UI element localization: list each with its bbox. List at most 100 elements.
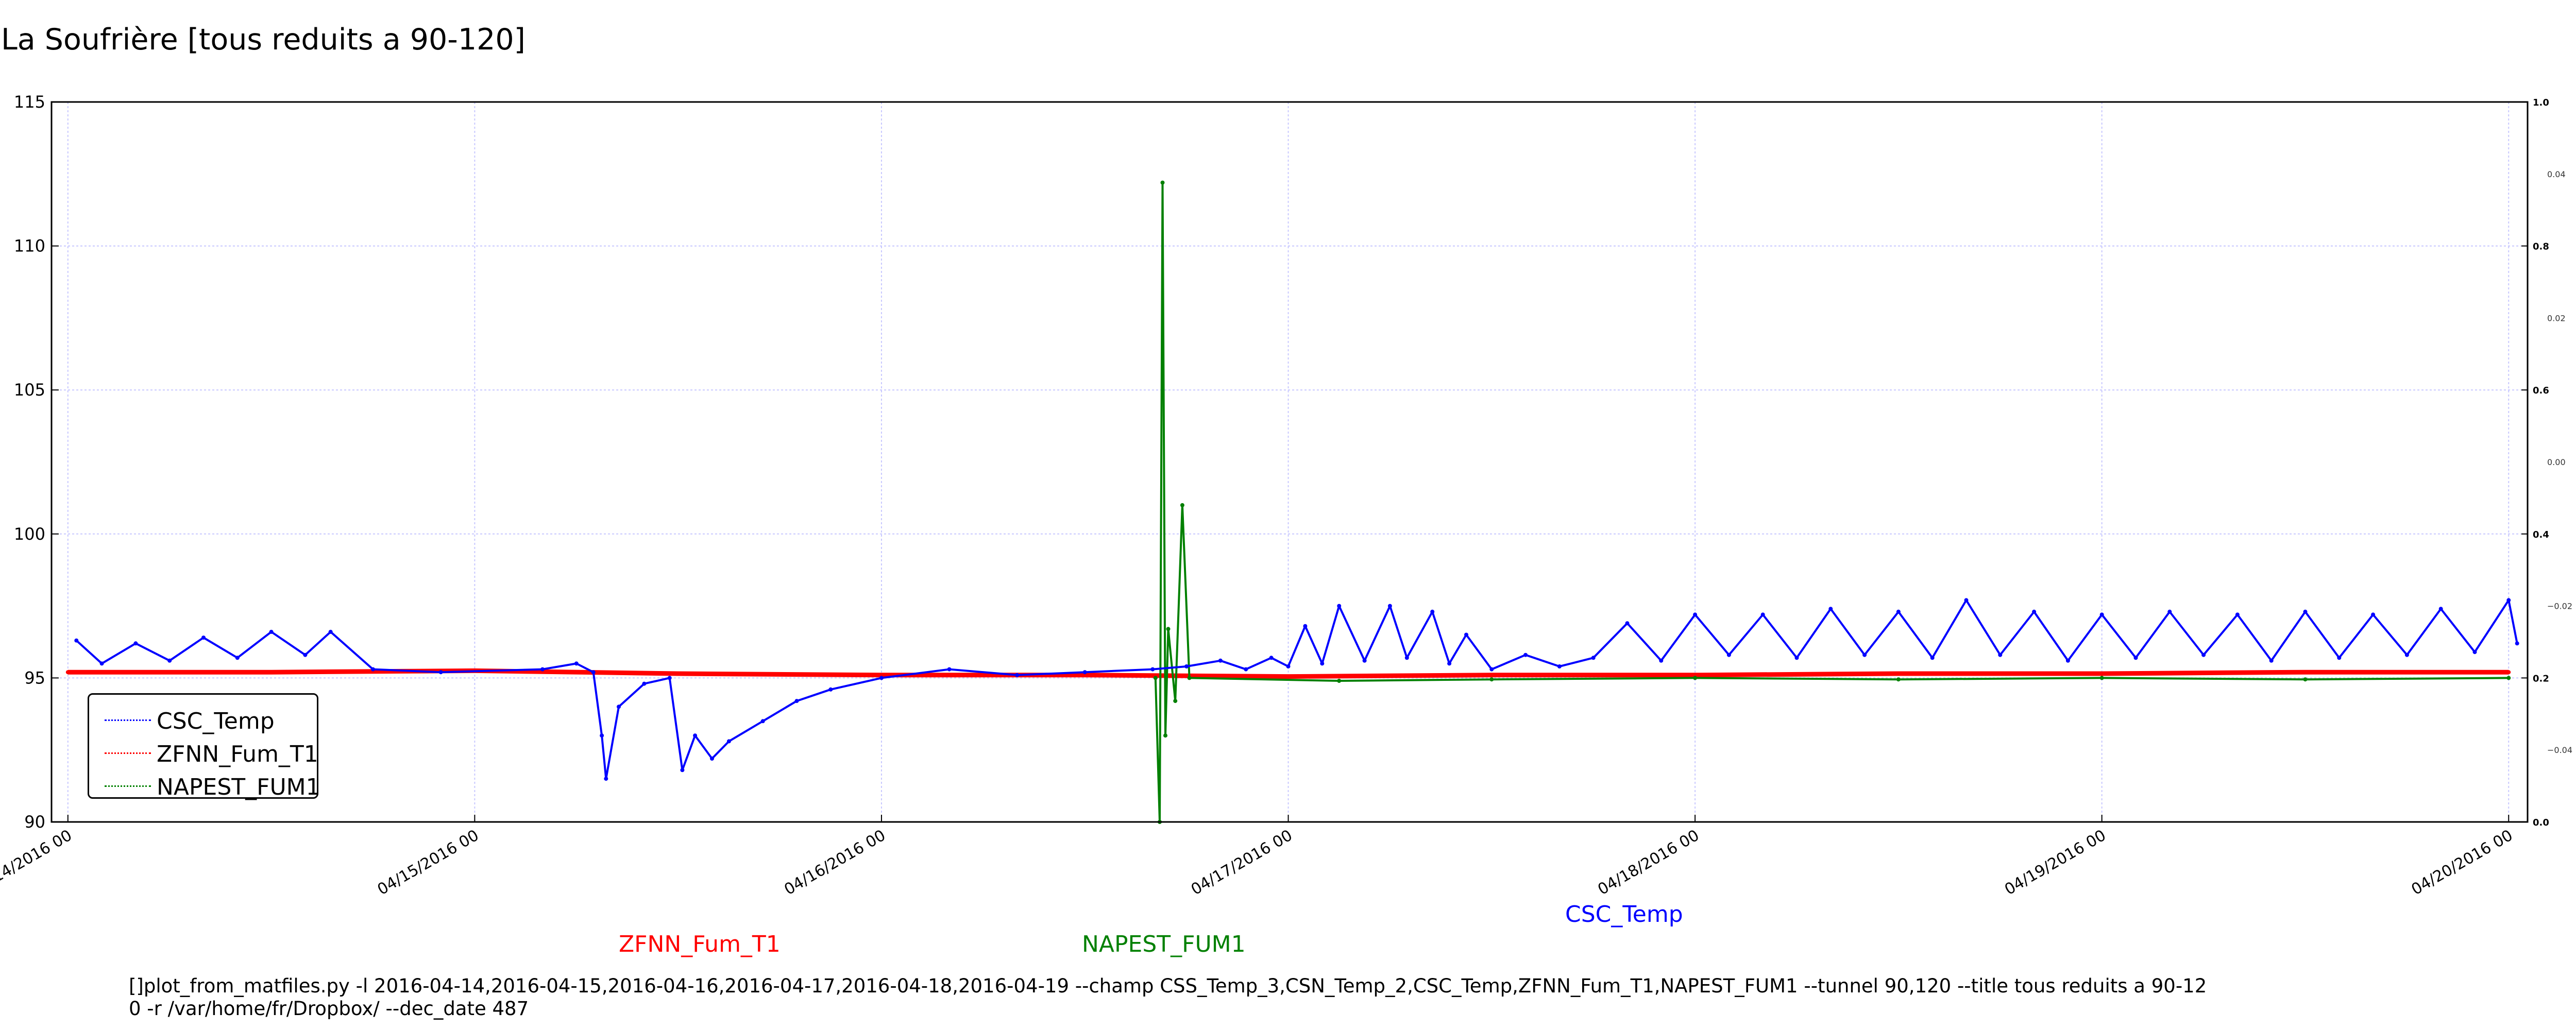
data-point bbox=[1244, 667, 1248, 672]
data-point bbox=[2303, 670, 2308, 675]
data-point bbox=[1430, 609, 1435, 614]
grid-lines bbox=[52, 102, 2528, 822]
data-point bbox=[1625, 621, 1630, 626]
y-tick-label: 110 bbox=[14, 236, 45, 256]
legend-label: CSC_Temp bbox=[157, 708, 275, 734]
data-point bbox=[2303, 609, 2308, 614]
data-point bbox=[693, 733, 698, 738]
data-point bbox=[371, 667, 375, 672]
x-tick-label: 04/19/2016 00 bbox=[2002, 827, 2109, 899]
data-point bbox=[328, 629, 333, 634]
data-point bbox=[2201, 653, 2206, 657]
data-point bbox=[1187, 676, 1192, 680]
data-point bbox=[1362, 658, 1367, 663]
data-point bbox=[1082, 673, 1087, 677]
y-tick-label: 115 bbox=[14, 92, 45, 112]
data-point bbox=[642, 681, 647, 686]
data-point bbox=[2404, 653, 2409, 657]
data-point bbox=[1218, 658, 1223, 663]
legend-entry-napest-fum1: NAPEST_FUM1 bbox=[89, 771, 320, 802]
data-point bbox=[1998, 653, 2003, 657]
data-point bbox=[65, 670, 70, 675]
data-point bbox=[1489, 667, 1494, 672]
data-point bbox=[1693, 676, 1698, 680]
data-point bbox=[1153, 676, 1158, 680]
legend-entry-zfnn-fum-t1: ZFNN_Fum_T1 bbox=[89, 738, 318, 769]
data-point bbox=[1794, 656, 1799, 660]
right-axis-tick-label: 0.4 bbox=[2533, 529, 2549, 540]
legend: CSC_Temp ZFNN_Fum_T1 NAPEST_FUM1 bbox=[88, 693, 320, 802]
data-point bbox=[828, 687, 833, 692]
data-point bbox=[2133, 656, 2138, 660]
data-point bbox=[2167, 609, 2172, 614]
legend-label: NAPEST_FUM1 bbox=[157, 774, 320, 800]
right-axis-secondary-label: 0.00 bbox=[2547, 457, 2566, 467]
data-point bbox=[133, 641, 138, 646]
chart-title: La Soufrière [tous reduits a 90-120] bbox=[1, 23, 526, 57]
data-point bbox=[1184, 664, 1189, 668]
legend-label: ZFNN_Fum_T1 bbox=[157, 741, 318, 767]
data-point bbox=[1082, 670, 1087, 675]
legend-swatch bbox=[105, 785, 151, 787]
data-point bbox=[879, 673, 884, 677]
data-point bbox=[604, 777, 608, 781]
data-point bbox=[2438, 607, 2443, 611]
y-tick-label: 105 bbox=[14, 380, 45, 400]
data-point bbox=[680, 768, 685, 772]
data-point bbox=[574, 661, 579, 666]
data-point bbox=[167, 658, 172, 663]
data-point bbox=[1303, 624, 1308, 628]
data-point bbox=[1489, 677, 1494, 682]
data-point bbox=[1693, 612, 1698, 617]
data-point bbox=[2337, 656, 2342, 660]
data-point bbox=[600, 733, 604, 738]
series-label-zfnn-fum-t1: ZFNN_Fum_T1 bbox=[619, 931, 781, 957]
data-point bbox=[1173, 699, 1178, 703]
data-point bbox=[2235, 612, 2240, 617]
data-point bbox=[1387, 604, 1392, 608]
y-tick-label: 95 bbox=[24, 668, 45, 688]
data-point bbox=[99, 661, 104, 666]
data-point bbox=[1828, 607, 1833, 611]
data-point bbox=[1659, 658, 1664, 663]
data-point bbox=[2472, 650, 2477, 655]
data-point bbox=[1896, 609, 1901, 614]
data-point bbox=[1404, 656, 1409, 660]
data-point bbox=[1337, 604, 1342, 608]
data-point bbox=[1015, 673, 1020, 677]
data-point bbox=[1286, 674, 1291, 679]
plot-series bbox=[65, 180, 2519, 824]
axes: 04/14/2016 00 04/15/2016 00 04/16/2016 00 0… bbox=[0, 92, 2572, 899]
data-point bbox=[710, 757, 714, 761]
data-point bbox=[1269, 656, 1274, 660]
x-tick-label: 04/16/2016 00 bbox=[781, 827, 889, 899]
data-point bbox=[269, 629, 274, 634]
y-tick-label: 90 bbox=[24, 812, 45, 832]
data-point bbox=[1896, 672, 1901, 676]
series-line-csc-temp bbox=[75, 599, 2518, 780]
data-point bbox=[676, 672, 681, 676]
data-point bbox=[1180, 503, 1184, 507]
data-point bbox=[1150, 667, 1155, 672]
data-point bbox=[2099, 672, 2104, 676]
x-tick-label: 04/18/2016 00 bbox=[1595, 827, 1703, 899]
data-point bbox=[1160, 180, 1165, 185]
data-point bbox=[879, 676, 884, 680]
right-axis-secondary-label: 0.02 bbox=[2547, 313, 2566, 323]
right-axis-tick-label: 0.8 bbox=[2533, 242, 2549, 252]
data-point bbox=[540, 667, 545, 672]
data-point bbox=[1591, 656, 1596, 660]
data-point bbox=[2065, 658, 2070, 663]
data-point bbox=[2506, 670, 2511, 675]
right-axis-tick-label: 0.0 bbox=[2533, 817, 2549, 828]
data-point bbox=[1447, 661, 1452, 666]
right-axis-secondary-label: 0.04 bbox=[2547, 169, 2566, 179]
legend-swatch bbox=[105, 719, 151, 721]
data-point bbox=[2269, 658, 2274, 663]
data-point bbox=[1163, 733, 1167, 738]
x-tick-label: 04/14/2016 00 bbox=[0, 827, 75, 899]
data-point bbox=[1760, 612, 1765, 617]
data-point bbox=[201, 636, 206, 640]
data-point bbox=[1964, 598, 1969, 603]
data-point bbox=[303, 653, 308, 657]
